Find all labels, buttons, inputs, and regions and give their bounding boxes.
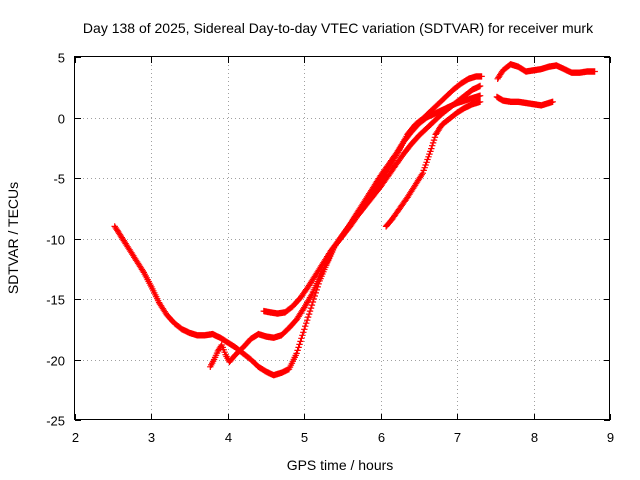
y-axis-label: SDTVAR / TECUs [5, 182, 21, 294]
x-tick-label: 6 [378, 430, 385, 445]
data-series-3 [260, 73, 485, 317]
data-point-markers [260, 73, 485, 317]
x-tick-label: 2 [72, 430, 79, 445]
x-tick-label: 9 [607, 430, 614, 445]
y-tick-label: -15 [46, 293, 65, 308]
y-tick-label: 5 [58, 51, 65, 66]
data-point-markers [493, 93, 556, 109]
data-series-6 [493, 93, 556, 109]
x-tick-label: 5 [301, 430, 308, 445]
data-point-markers [382, 98, 484, 230]
y-tick-label: -20 [46, 354, 65, 369]
y-tick-label: -25 [46, 414, 65, 429]
y-tick-label: -10 [46, 233, 65, 248]
x-axis-label: GPS time / hours [287, 457, 394, 473]
x-tick-label: 3 [148, 430, 155, 445]
tick-layer: 2 3 4 5 6 7 8 9 -25 -20 -15 -10 -5 0 5 [46, 51, 614, 446]
data-point-markers [494, 61, 598, 82]
x-tick-label: 8 [531, 430, 538, 445]
grid-layer [75, 57, 610, 420]
data-series-5 [494, 61, 598, 82]
data-layer [111, 61, 598, 379]
x-tick-label: 4 [225, 430, 232, 445]
data-series-4 [382, 98, 484, 230]
x-tick-label: 7 [454, 430, 461, 445]
plot-frame [74, 56, 610, 420]
y-tick-label: -5 [53, 172, 65, 187]
y-tick-label: 0 [58, 112, 65, 127]
chart-title: Day 138 of 2025, Sidereal Day-to-day VTE… [83, 20, 594, 36]
